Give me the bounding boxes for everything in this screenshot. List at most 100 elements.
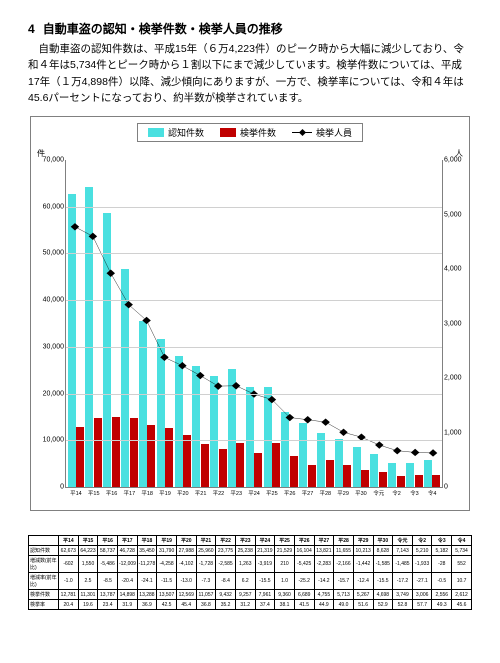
legend-swatch-s3 (292, 132, 312, 133)
xtick-label: 平28 (319, 487, 331, 497)
bar-s2 (308, 465, 316, 487)
table-cell: 1,263 (235, 556, 255, 573)
ytick-right: 2,000 (442, 375, 462, 382)
bar-s1 (388, 463, 396, 487)
table-cell: 49.0 (334, 600, 354, 610)
xtick-label: 平29 (337, 487, 349, 497)
xtick-label: 平14 (70, 487, 82, 497)
table-cell: 16,104 (294, 546, 314, 556)
legend: 認知件数 検挙件数 検挙人員 (137, 123, 363, 142)
table-cell: -17.2 (393, 573, 413, 590)
bar-s1 (175, 356, 183, 487)
table-cell: 19.6 (78, 600, 98, 610)
table-col-header: 平29 (353, 536, 373, 546)
table-cell: 5,734 (452, 546, 472, 556)
ytick-right: 0 (442, 484, 448, 491)
table-cell: 10,213 (353, 546, 373, 556)
table-col-header: 平26 (294, 536, 314, 546)
table-col-header: 平15 (78, 536, 98, 546)
table-cell: 11,057 (196, 590, 216, 600)
table-cell: 23,775 (216, 546, 236, 556)
bar-s1 (192, 366, 200, 487)
xtick-label: 平15 (88, 487, 100, 497)
table-cell: 21,529 (275, 546, 295, 556)
table-row-label: 増減率(前年比) (29, 573, 59, 590)
table-cell: 552 (452, 556, 472, 573)
table-cell: 6,689 (294, 590, 314, 600)
table-cell: -14.2 (314, 573, 334, 590)
table-cell: -25.2 (294, 573, 314, 590)
table-cell: 21,319 (255, 546, 275, 556)
table-cell: 3,006 (412, 590, 432, 600)
table-cell: -12,009 (117, 556, 137, 573)
bar-s2 (415, 475, 423, 487)
ytick-right: 4,000 (442, 266, 462, 273)
table-cell: 11,655 (334, 546, 354, 556)
table-cell: 27,988 (176, 546, 196, 556)
table-cell: 46,728 (117, 546, 137, 556)
table-row-label: 認知件数 (29, 546, 59, 556)
bar-s1 (353, 447, 361, 487)
ytick-right: 6,000 (442, 157, 462, 164)
bar-s1 (157, 339, 165, 488)
table-cell: -5,486 (98, 556, 118, 573)
table-cell: 9,432 (216, 590, 236, 600)
table-cell: 13,507 (157, 590, 177, 600)
xtick-label: 平21 (195, 487, 207, 497)
table-cell: 3,749 (393, 590, 413, 600)
table-cell: -24.1 (137, 573, 157, 590)
xtick-label: 令4 (428, 487, 437, 497)
bar-s2 (343, 465, 351, 487)
table-cell: 4,755 (314, 590, 334, 600)
table-cell: 57.7 (412, 600, 432, 610)
table-cell: 45.6 (452, 600, 472, 610)
table-row-label: 検挙率 (29, 600, 59, 610)
bar-s1 (264, 387, 272, 488)
table-cell: -2,166 (334, 556, 354, 573)
bar-s2 (94, 418, 102, 488)
table-cell: 2,612 (452, 590, 472, 600)
plot-area: 平14平15平16平17平18平19平20平21平22平23平24平25平26平… (65, 160, 443, 488)
table-cell: 37.4 (255, 600, 275, 610)
xtick-label: 平18 (141, 487, 153, 497)
xtick-label: 平23 (230, 487, 242, 497)
ytick-left: 30,000 (38, 343, 66, 350)
xtick-label: 令3 (410, 487, 419, 497)
xtick-label: 平22 (213, 487, 225, 497)
xtick-label: 令2 (392, 487, 401, 497)
table-col-header: 平21 (196, 536, 216, 546)
table-cell: -11,278 (137, 556, 157, 573)
table-col-header: 平25 (275, 536, 295, 546)
bar-s1 (85, 187, 93, 487)
bar-s2 (361, 470, 369, 488)
legend-label-s1: 認知件数 (168, 126, 204, 139)
legend-swatch-s2 (220, 128, 236, 137)
table-col-header: 令元 (393, 536, 413, 546)
chart-container: 認知件数 検挙件数 検挙人員 件 人 平14平15平16平17平18平19平20… (30, 116, 470, 511)
table-cell: 36.9 (137, 600, 157, 610)
table-col-header: 平24 (255, 536, 275, 546)
ytick-right: 3,000 (442, 320, 462, 327)
table-cell: 51.6 (353, 600, 373, 610)
table-col-header: 平28 (334, 536, 354, 546)
table-col-header: 平22 (216, 536, 236, 546)
table-cell: -1,485 (393, 556, 413, 573)
table-cell: -7.3 (196, 573, 216, 590)
table-col-header: 平30 (373, 536, 393, 546)
bar-s2 (76, 427, 84, 487)
table-col-header: 平14 (59, 536, 79, 546)
xtick-label: 平16 (106, 487, 118, 497)
ytick-left: 50,000 (38, 250, 66, 257)
table-row-label: 増減数(前年比) (29, 556, 59, 573)
table-cell: 1.0 (275, 573, 295, 590)
xtick-label: 平24 (248, 487, 260, 497)
table-cell: 2,556 (432, 590, 452, 600)
section-number: 4 (28, 22, 35, 36)
table-cell: 5,210 (412, 546, 432, 556)
bar-s2 (183, 435, 191, 487)
ytick-right: 5,000 (442, 211, 462, 218)
table-cell: 9,360 (275, 590, 295, 600)
table-cell: 52.9 (373, 600, 393, 610)
table-cell: -11.5 (157, 573, 177, 590)
table-cell: 5,182 (432, 546, 452, 556)
